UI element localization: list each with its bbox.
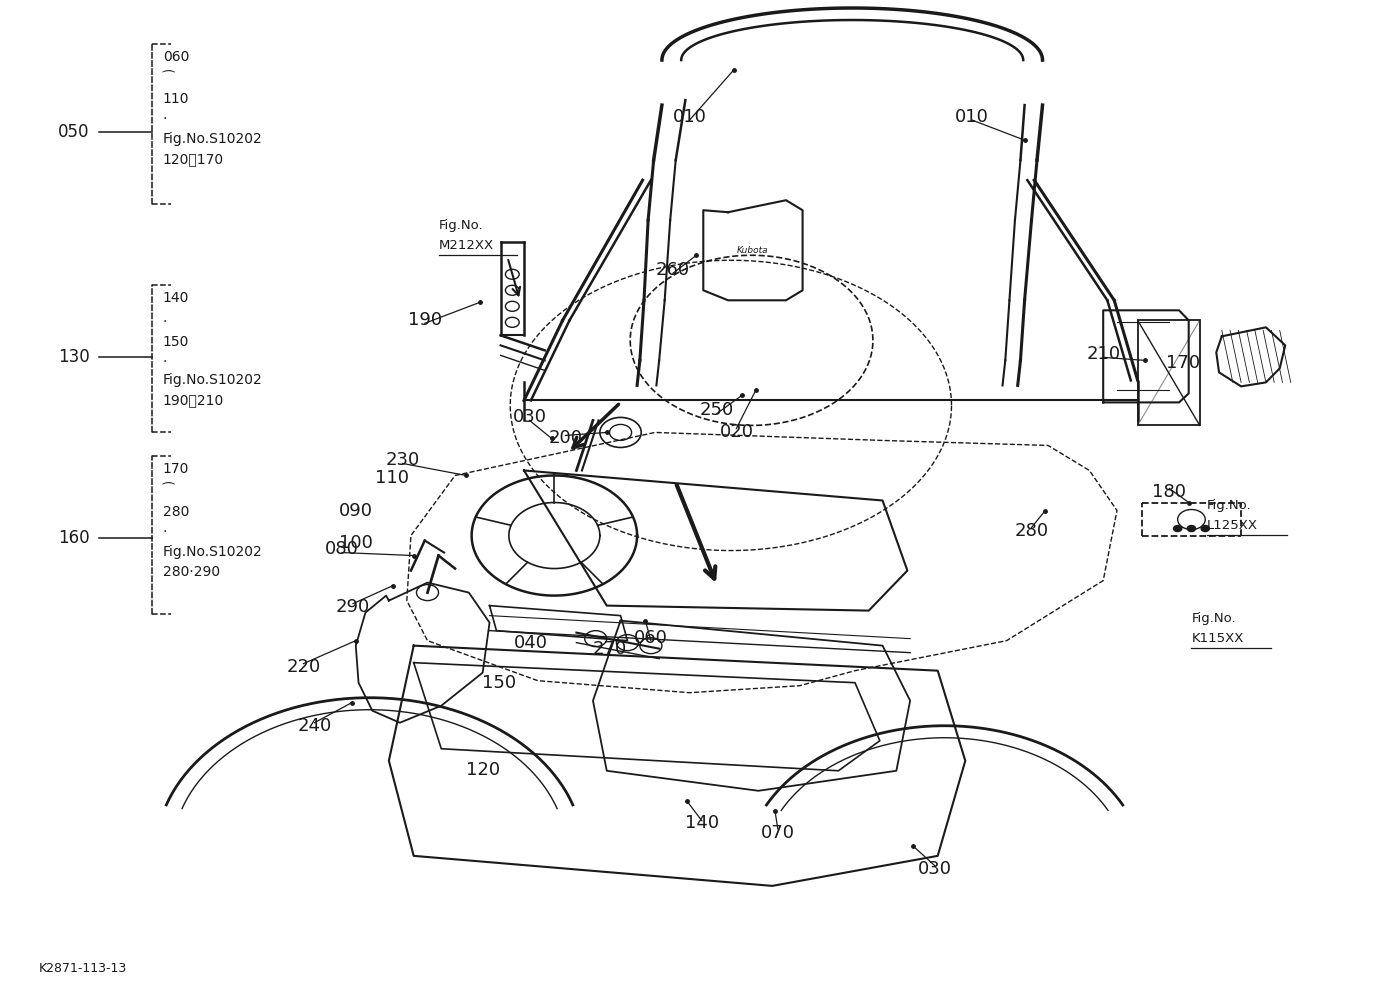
Text: Fig.No.: Fig.No. — [1207, 498, 1251, 512]
Text: 140: 140 — [685, 814, 718, 832]
Text: 120: 120 — [466, 761, 499, 779]
Text: K115XX: K115XX — [1191, 632, 1244, 645]
Text: 250: 250 — [701, 401, 734, 419]
Text: 170: 170 — [163, 462, 189, 476]
Text: Kubota: Kubota — [738, 246, 768, 254]
Text: 220: 220 — [287, 658, 320, 676]
Circle shape — [1201, 526, 1209, 532]
Text: 050: 050 — [58, 123, 90, 141]
Text: ·: · — [163, 315, 167, 329]
Text: 200: 200 — [549, 429, 582, 447]
Text: 060: 060 — [634, 629, 667, 647]
Text: 110: 110 — [163, 92, 189, 106]
Text: 020: 020 — [720, 423, 753, 441]
Circle shape — [1174, 526, 1182, 532]
Text: Fig.No.: Fig.No. — [1191, 612, 1236, 625]
Text: 030: 030 — [918, 860, 952, 878]
Text: M212XX: M212XX — [439, 239, 494, 252]
Text: 100: 100 — [339, 534, 372, 552]
Text: Fig.No.: Fig.No. — [439, 219, 483, 232]
Text: 120～170: 120～170 — [163, 152, 223, 166]
Text: 140: 140 — [163, 291, 189, 305]
Text: 150: 150 — [163, 335, 189, 349]
Text: 170: 170 — [1167, 354, 1200, 372]
Text: 280·290: 280·290 — [163, 565, 219, 579]
Text: ⁀: ⁀ — [163, 484, 174, 498]
Text: 110: 110 — [375, 469, 408, 487]
Text: Fig.No.S10202: Fig.No.S10202 — [163, 132, 262, 146]
Text: 010: 010 — [956, 108, 989, 126]
Text: 080: 080 — [325, 540, 359, 558]
Text: 070: 070 — [761, 824, 794, 842]
Circle shape — [1187, 526, 1196, 532]
Text: 280: 280 — [163, 505, 189, 519]
Text: 090: 090 — [339, 502, 372, 520]
Text: 260: 260 — [656, 261, 690, 279]
Text: 130: 130 — [58, 348, 90, 366]
Text: L125XX: L125XX — [1207, 519, 1258, 532]
Text: 190: 190 — [408, 311, 441, 329]
Text: ·: · — [163, 355, 167, 369]
Text: Fig.No.S10202: Fig.No.S10202 — [163, 373, 262, 387]
Text: 230: 230 — [386, 451, 419, 469]
Text: 180: 180 — [1153, 483, 1186, 502]
Text: Fig.No.S10202: Fig.No.S10202 — [163, 545, 262, 559]
Text: ⁀: ⁀ — [163, 72, 174, 86]
Text: 270: 270 — [593, 640, 626, 658]
Text: 190～210: 190～210 — [163, 393, 223, 407]
Text: 010: 010 — [673, 108, 706, 126]
Text: 150: 150 — [483, 674, 516, 692]
Text: ·: · — [163, 112, 167, 126]
Text: 160: 160 — [58, 529, 90, 547]
Text: 290: 290 — [336, 598, 370, 616]
Text: ·: · — [163, 525, 167, 539]
Text: 280: 280 — [1015, 522, 1048, 540]
Text: 030: 030 — [513, 408, 546, 426]
Text: 240: 240 — [298, 717, 331, 735]
Text: 040: 040 — [514, 634, 547, 652]
Text: K2871-113-13: K2871-113-13 — [39, 963, 127, 975]
Text: 060: 060 — [163, 50, 189, 64]
Text: 210: 210 — [1087, 345, 1120, 363]
